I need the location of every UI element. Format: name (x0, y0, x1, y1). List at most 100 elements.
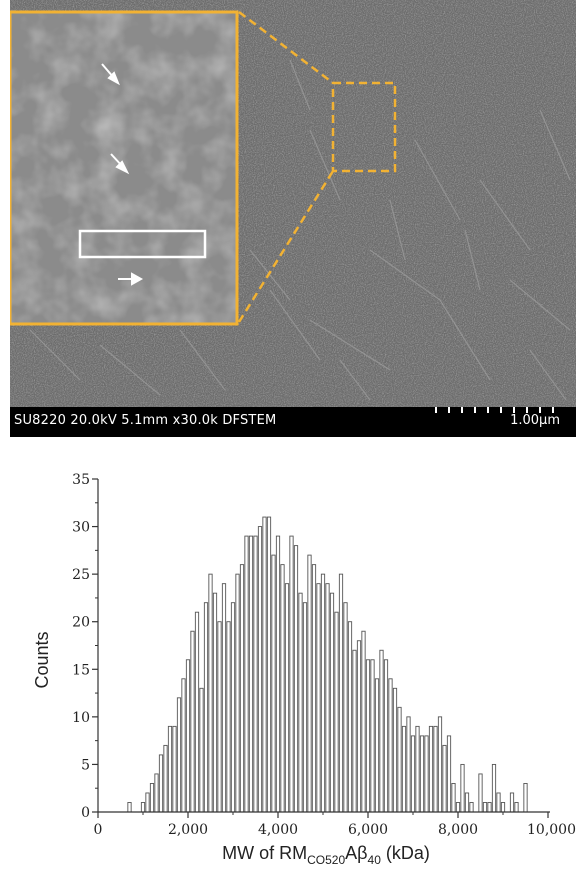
histogram-bar (199, 687, 204, 813)
histogram-bar (149, 783, 155, 813)
histogram-bar (478, 773, 483, 813)
histogram-bar (158, 754, 164, 813)
histogram-bar (388, 678, 393, 813)
histogram-bar (262, 516, 267, 813)
histogram-bar (352, 649, 357, 813)
x-axis-title: MW of RMCO520Aβ40 (kDa) (222, 843, 430, 867)
histogram-bar (482, 802, 488, 813)
histogram-bar (343, 602, 348, 813)
histogram-bar (280, 564, 285, 813)
histogram-bar (293, 545, 299, 813)
histogram-bar (370, 659, 375, 813)
histogram-bar (163, 744, 168, 813)
histogram-bar (172, 725, 177, 813)
histogram-bar (365, 659, 371, 813)
histogram-bar (298, 592, 303, 813)
histogram-bars (127, 516, 528, 813)
histogram-bar (523, 783, 528, 813)
histogram-bar (190, 630, 195, 813)
histogram-bar (419, 735, 425, 813)
scale-bar-label: 1.00µm (510, 413, 560, 428)
histogram-bar (455, 802, 461, 813)
histogram-bar (464, 792, 470, 813)
histogram-bar (284, 583, 290, 813)
y-axis-title: Counts (32, 631, 52, 688)
histogram-bar (361, 630, 366, 813)
x-tick-label: 0 (94, 822, 103, 838)
histogram-bar (235, 573, 240, 813)
histogram-bar (289, 535, 294, 813)
histogram-bar (334, 611, 339, 813)
histogram-bar (325, 583, 330, 813)
histogram-bar (181, 678, 186, 813)
histogram-bar (140, 802, 146, 813)
inset-panel (10, 10, 239, 326)
y-tick-label: 35 (72, 472, 90, 488)
histogram-bar (383, 659, 389, 813)
histogram-bar (176, 697, 182, 813)
arrow-icon (118, 272, 144, 286)
stem-micrograph: SU8220 20.0kV 5.1mm x30.0k DFSTEM 1.00µm (10, 0, 576, 437)
histogram-bar (451, 783, 456, 813)
histogram-bar (433, 725, 438, 813)
histogram-bar (397, 706, 402, 813)
histogram-bar (194, 611, 200, 813)
histogram-bar (307, 554, 312, 813)
histogram-bar (248, 535, 254, 813)
histogram-bar (509, 792, 515, 813)
histogram-bar (491, 763, 497, 813)
mw-histogram: 0 5 10 15 20 25 30 35 0 2,000 4,000 6,000 8,000 10,00… (32, 472, 576, 867)
histogram-bar (185, 659, 191, 813)
histogram-tick-labels: 0 5 10 15 20 25 30 35 0 2,000 4,000 6,000 8,000 10,00… (72, 472, 576, 838)
histogram-bar (401, 725, 407, 813)
histogram-bar (392, 687, 398, 813)
x-tick-label: 2,000 (168, 822, 208, 838)
histogram-bar (514, 802, 519, 813)
histogram-bar (356, 640, 362, 813)
histogram-bar (406, 716, 411, 813)
histogram-bar (127, 802, 132, 813)
histogram-bar (424, 735, 429, 813)
arrow-icon (110, 153, 130, 175)
micrograph-info-bar: SU8220 20.0kV 5.1mm x30.0k DFSTEM 1.00µm (10, 407, 576, 437)
histogram-bar (154, 773, 159, 813)
zoom-box (331, 81, 397, 173)
y-tick-label: 0 (81, 805, 90, 821)
histogram-bar (496, 792, 501, 813)
histogram-bar (374, 678, 380, 813)
histogram-bar (446, 735, 452, 813)
histogram-bar (442, 744, 447, 813)
histogram-bar (239, 564, 245, 813)
x-tick-label: 10,000 (527, 822, 576, 838)
histogram-bar (415, 725, 420, 813)
y-tick-label: 30 (72, 520, 90, 536)
histogram-axes (92, 478, 550, 818)
histogram-bar (428, 725, 434, 813)
histogram-bar (487, 802, 492, 813)
histogram-bar (379, 649, 384, 813)
histogram-bar (410, 735, 416, 813)
histogram-bar (469, 802, 474, 813)
histogram-bar (221, 583, 227, 813)
histogram-bar (500, 802, 506, 813)
histogram-bar (302, 602, 308, 813)
histogram-bar (244, 535, 249, 813)
histogram-bar (275, 535, 281, 813)
histogram-bar (208, 573, 213, 813)
x-tick-label: 6,000 (348, 822, 388, 838)
histogram-bar (460, 763, 465, 813)
histogram-bar (329, 592, 335, 813)
scale-bar (435, 407, 554, 413)
histogram-bar (145, 792, 150, 813)
y-tick-label: 5 (81, 757, 90, 773)
micrograph-image (10, 0, 576, 407)
zoom-region (237, 11, 397, 323)
histogram-bar (437, 716, 443, 813)
histogram-bar (257, 526, 263, 813)
inset-selection-box (78, 229, 207, 259)
histogram-bar (253, 535, 258, 813)
zoom-guide-bottom (237, 170, 335, 323)
histogram-bar (203, 602, 209, 813)
x-tick-label: 8,000 (438, 822, 478, 838)
histogram-bar (320, 573, 326, 813)
